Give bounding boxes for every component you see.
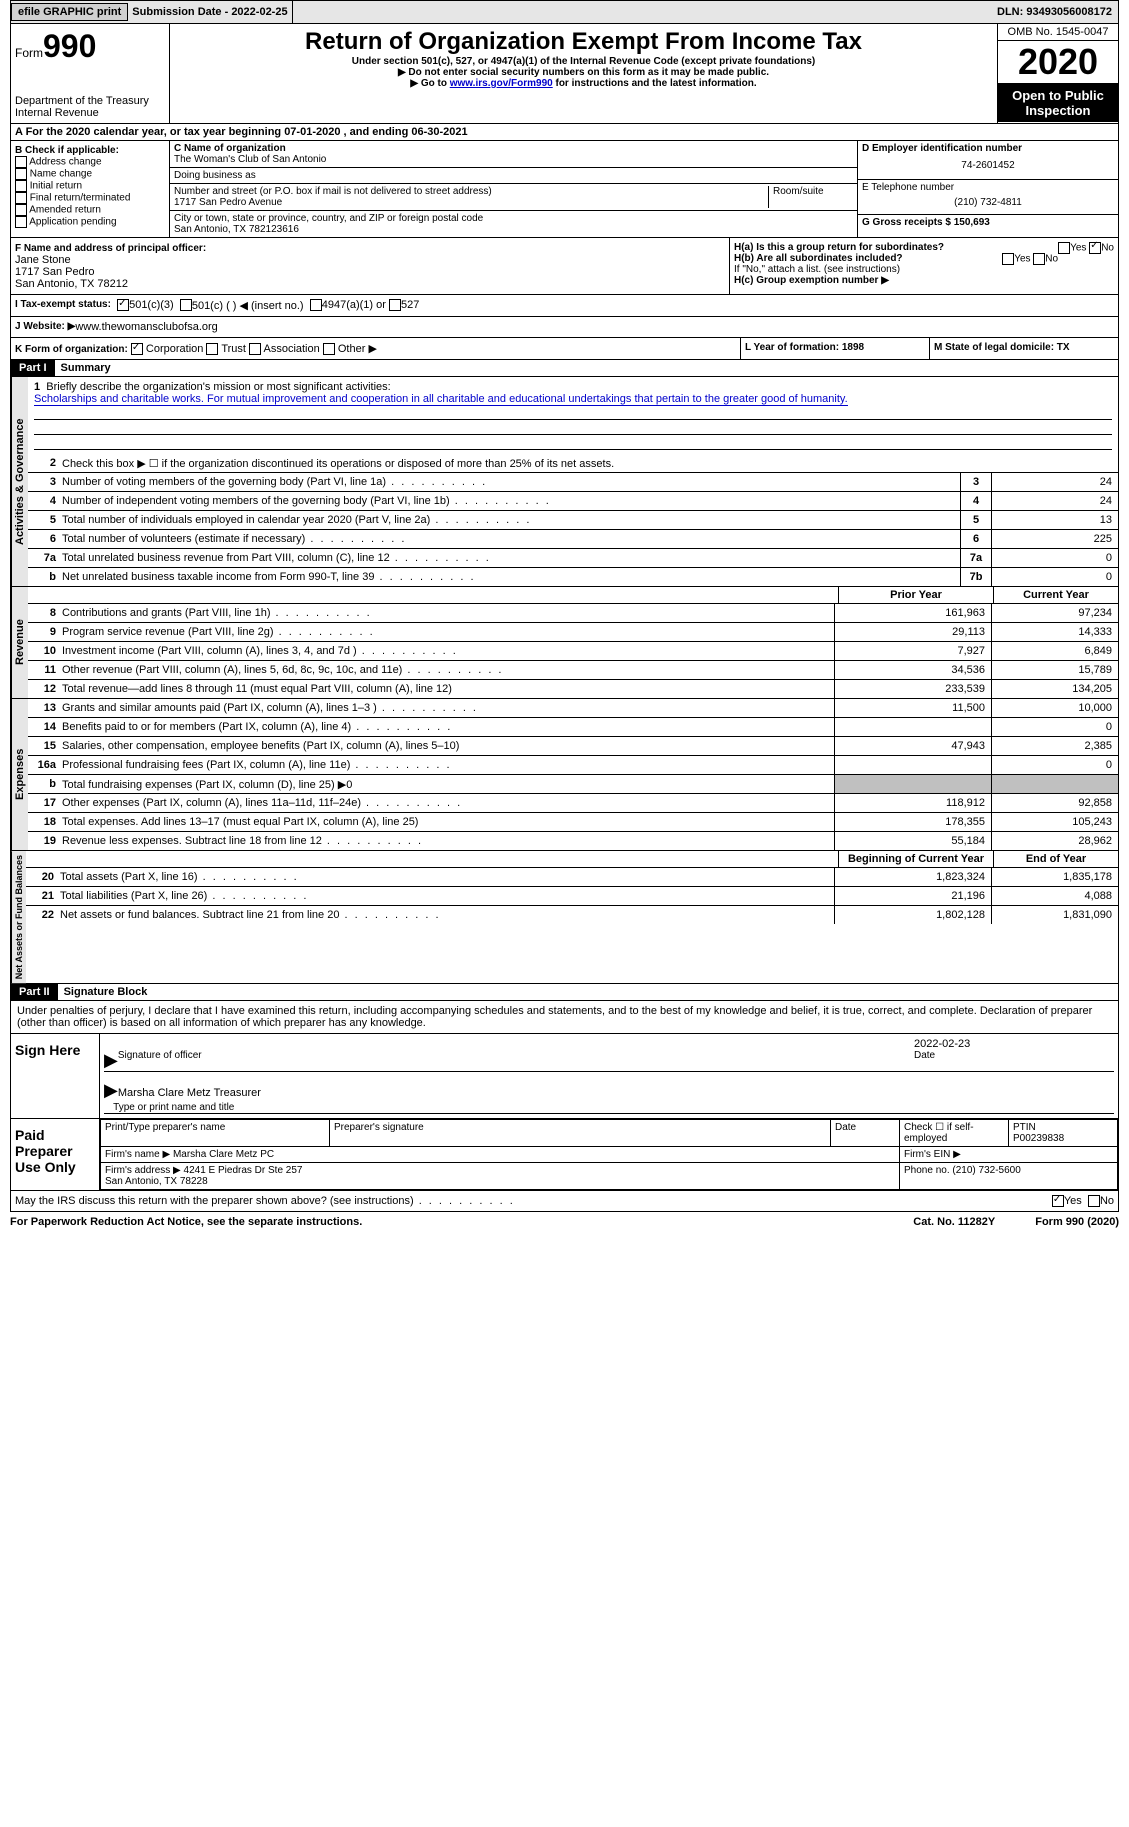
section-c: C Name of organizationThe Woman's Club o… [170, 141, 857, 237]
tax-year: 2020 [998, 41, 1118, 84]
website: www.thewomansclubofsa.org [75, 321, 217, 333]
part2-header: Part IISignature Block [10, 984, 1119, 1001]
section-i: I Tax-exempt status: 501(c)(3) 501(c) ( … [10, 295, 1119, 317]
efile-print-button[interactable]: efile GRAPHIC print [11, 3, 128, 21]
sig-date: 2022-02-23 [914, 1038, 1114, 1050]
firm-phone: (210) 732-5600 [952, 1165, 1020, 1176]
top-bar: efile GRAPHIC print Submission Date - 20… [10, 0, 1119, 24]
expenses-table: Expenses 13Grants and similar amounts pa… [10, 699, 1119, 851]
dept-treasury: Department of the Treasury Internal Reve… [15, 95, 165, 119]
officer-name-title: Marsha Clare Metz Treasurer [118, 1087, 261, 1099]
org-address: 1717 San Pedro Avenue [174, 197, 282, 208]
ein: 74-2601452 [862, 154, 1114, 177]
org-name: The Woman's Club of San Antonio [174, 154, 326, 165]
mission-text: Scholarships and charitable works. For m… [34, 393, 848, 406]
klm-section: K Form of organization: Corporation Trus… [10, 338, 1119, 360]
paid-preparer-section: Paid Preparer Use Only Print/Type prepar… [10, 1119, 1119, 1191]
dln-label: DLN: 93493056008172 [991, 6, 1118, 18]
irs-link[interactable]: www.irs.gov/Form990 [450, 78, 553, 89]
discuss-row: May the IRS discuss this return with the… [10, 1191, 1119, 1212]
revenue-table: Revenue Prior YearCurrent Year 8Contribu… [10, 587, 1119, 699]
fh-section: F Name and address of principal officer:… [10, 238, 1119, 295]
form-header: Form990 Department of the Treasury Inter… [10, 24, 1119, 124]
part1-header: Part ISummary [10, 360, 1119, 377]
omb-number: OMB No. 1545-0047 [998, 24, 1118, 41]
governance-table: Activities & Governance 1 Briefly descri… [10, 377, 1119, 587]
section-deg: D Employer identification number74-26014… [857, 141, 1118, 237]
open-inspection: Open to Public Inspection [998, 84, 1118, 122]
subtitle-3: ▶ Go to www.irs.gov/Form990 for instruct… [174, 78, 993, 89]
firm-name: Marsha Clare Metz PC [173, 1149, 274, 1160]
org-city: San Antonio, TX 782123616 [174, 224, 299, 235]
netassets-table: Net Assets or Fund Balances Beginning of… [10, 851, 1119, 984]
phone: (210) 732-4811 [862, 193, 1114, 212]
info-section: B Check if applicable: Address change Na… [10, 141, 1119, 238]
subtitle-2: ▶ Do not enter social security numbers o… [174, 67, 993, 78]
page-footer: For Paperwork Reduction Act Notice, see … [10, 1212, 1119, 1232]
submission-date: Submission Date - 2022-02-25 [128, 1, 292, 23]
sign-here-section: Sign Here 2022-02-23 ▶Signature of offic… [10, 1034, 1119, 1119]
state-domicile: M State of legal domicile: TX [929, 338, 1118, 359]
section-b: B Check if applicable: Address change Na… [11, 141, 170, 237]
officer-name: Jane Stone [15, 254, 71, 266]
form-title: Return of Organization Exempt From Incom… [174, 28, 993, 56]
ptin: P00239838 [1013, 1133, 1064, 1144]
gross-receipts: G Gross receipts $ 150,693 [862, 217, 990, 228]
tax-period: A For the 2020 calendar year, or tax yea… [10, 124, 1119, 141]
section-j: J Website: ▶ www.thewomansclubofsa.org [10, 317, 1119, 338]
perjury-declaration: Under penalties of perjury, I declare th… [10, 1001, 1119, 1034]
subtitle-1: Under section 501(c), 527, or 4947(a)(1)… [174, 56, 993, 67]
form-number: Form990 [15, 28, 165, 65]
year-formation: L Year of formation: 1898 [740, 338, 929, 359]
